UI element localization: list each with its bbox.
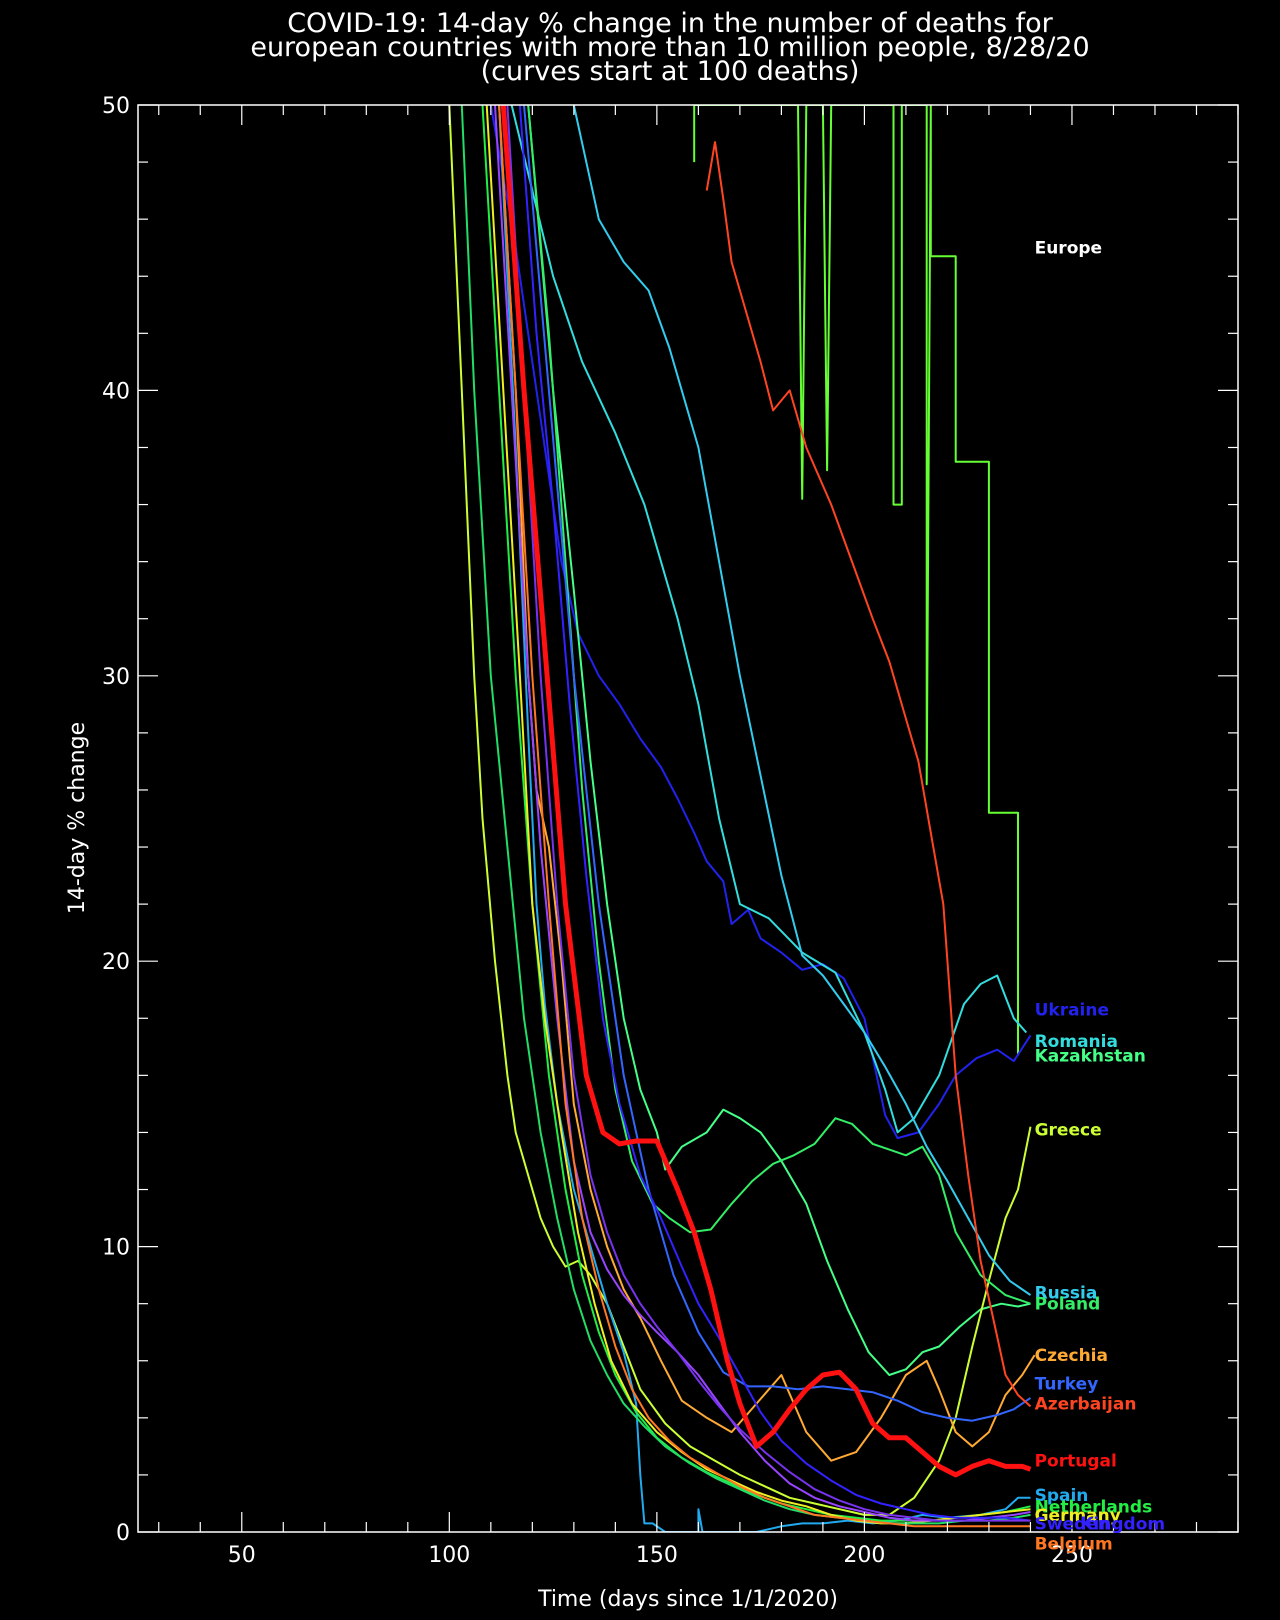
label-europe: Europe — [1035, 239, 1102, 259]
label-turkey: Turkey — [1035, 1375, 1099, 1395]
series-sweden-line — [518, 105, 1031, 1522]
chart-title: COVID-19: 14-day % change in the number … — [250, 8, 1089, 87]
series-azerbaijan-line — [705, 141, 1032, 1408]
y-axis-label: 14-day % change — [65, 722, 90, 914]
series-belgium-line — [498, 105, 1031, 1528]
series-russia-line — [572, 105, 1032, 1296]
series-turkey-line — [523, 105, 1032, 1422]
x-tick-label: 200 — [843, 1543, 885, 1568]
title-line-1: COVID-19: 14-day % change in the number … — [287, 8, 1053, 39]
label-spain: Spain — [1035, 1486, 1089, 1506]
series-united-kingdom-line — [506, 105, 1031, 1522]
y-tick-label: 50 — [102, 94, 130, 119]
series-kazakhstan-line — [527, 105, 1031, 1376]
label-portugal: Portugal — [1035, 1452, 1117, 1472]
y-tick-label: 0 — [116, 1521, 130, 1546]
label-kingdom: Kingdom — [1080, 1514, 1165, 1534]
series-europe-line — [693, 105, 1019, 1056]
x-tick-label: 150 — [636, 1543, 678, 1568]
y-tick-label: 20 — [102, 950, 130, 975]
series-greece-line — [448, 105, 1032, 1516]
label-greece: Greece — [1035, 1121, 1102, 1141]
series-portugal-line — [500, 105, 1032, 1478]
y-tick-label: 30 — [102, 665, 130, 690]
label-poland: Poland — [1035, 1295, 1101, 1315]
series-italy-line — [460, 105, 1031, 1525]
label-kazakhstan: Kazakhstan — [1035, 1046, 1146, 1066]
label-ukraine: Ukraine — [1035, 1001, 1109, 1021]
plot-frame — [137, 104, 1239, 1533]
y-tick-label: 40 — [102, 379, 130, 404]
label-germany: Germany — [1035, 1506, 1121, 1526]
x-tick-label: 100 — [428, 1543, 470, 1568]
series-ukraine-line — [489, 105, 1032, 1140]
x-tick-label: 250 — [1051, 1543, 1093, 1568]
label-sweden: Sweden — [1035, 1514, 1110, 1534]
title-line-3: (curves start at 100 deaths) — [481, 56, 860, 87]
label-azerbaijan: Azerbaijan — [1035, 1395, 1137, 1415]
y-tick-label: 10 — [102, 1236, 130, 1261]
label-russia: Russia — [1035, 1283, 1098, 1303]
x-tick-label: 50 — [228, 1543, 256, 1568]
x-axis-label: Time (days since 1/1/2020) — [537, 1587, 838, 1612]
x-axis-ticks: 50 100 150 200 250 — [158, 105, 1239, 1568]
series-group — [448, 105, 1036, 1532]
label-romania: Romania — [1035, 1032, 1118, 1052]
y-axis-ticks: 0 10 20 30 40 50 — [102, 94, 1238, 1546]
label-belgium: Belgium — [1035, 1534, 1113, 1554]
series-romania-line — [510, 105, 1028, 1134]
title-line-2: european countries with more than 10 mil… — [250, 32, 1089, 63]
series-poland-line — [527, 105, 1031, 1305]
label-czechia: Czechia — [1035, 1346, 1108, 1366]
label-netherlands: Netherlands — [1035, 1497, 1153, 1517]
